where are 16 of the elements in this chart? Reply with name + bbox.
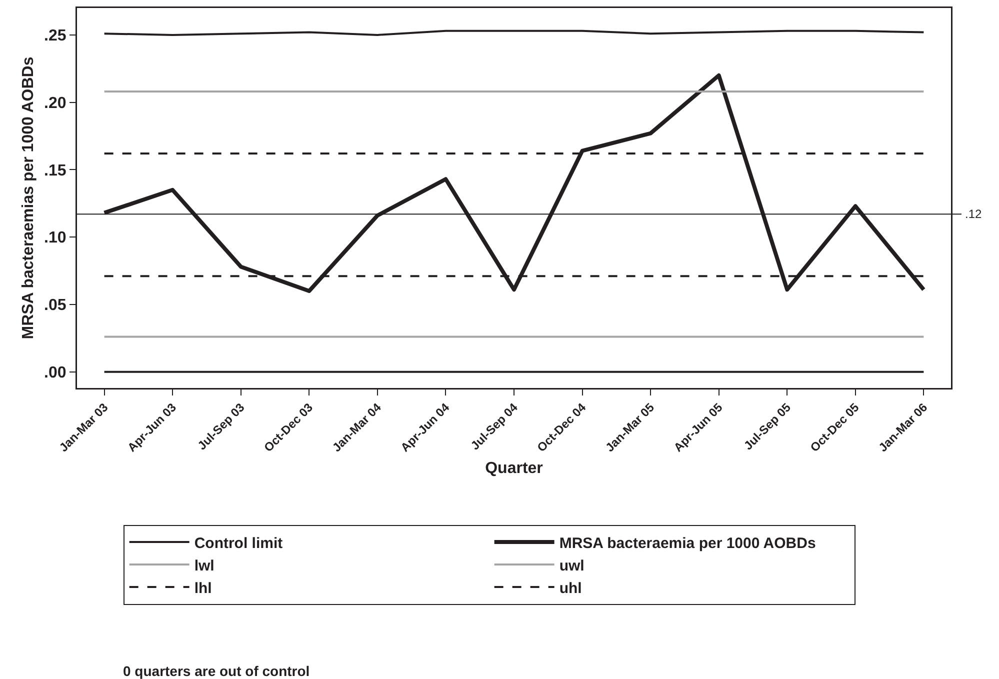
y-axis-title: MRSA bacteraemias per 1000 AOBDs xyxy=(20,56,38,340)
legend-label: lhl xyxy=(194,580,212,597)
y-tick-label: .15 xyxy=(44,162,66,180)
y-tick-label: .20 xyxy=(44,94,66,112)
y-tick-label: .05 xyxy=(44,297,66,314)
legend-label: uhl xyxy=(559,580,582,597)
legend-label: uwl xyxy=(559,557,584,574)
ref-line-label: .12 xyxy=(965,207,982,221)
y-tick-label: .10 xyxy=(44,230,66,247)
legend-label: lwl xyxy=(194,557,214,574)
y-tick-label: .00 xyxy=(44,364,66,382)
legend-label: Control limit xyxy=(194,534,283,552)
legend-label: MRSA bacteraemia per 1000 AOBDs xyxy=(559,534,816,552)
x-axis-title: Quarter xyxy=(485,460,543,478)
y-tick-label: .25 xyxy=(44,28,66,45)
text: 0 quarters are out of control xyxy=(123,663,310,679)
